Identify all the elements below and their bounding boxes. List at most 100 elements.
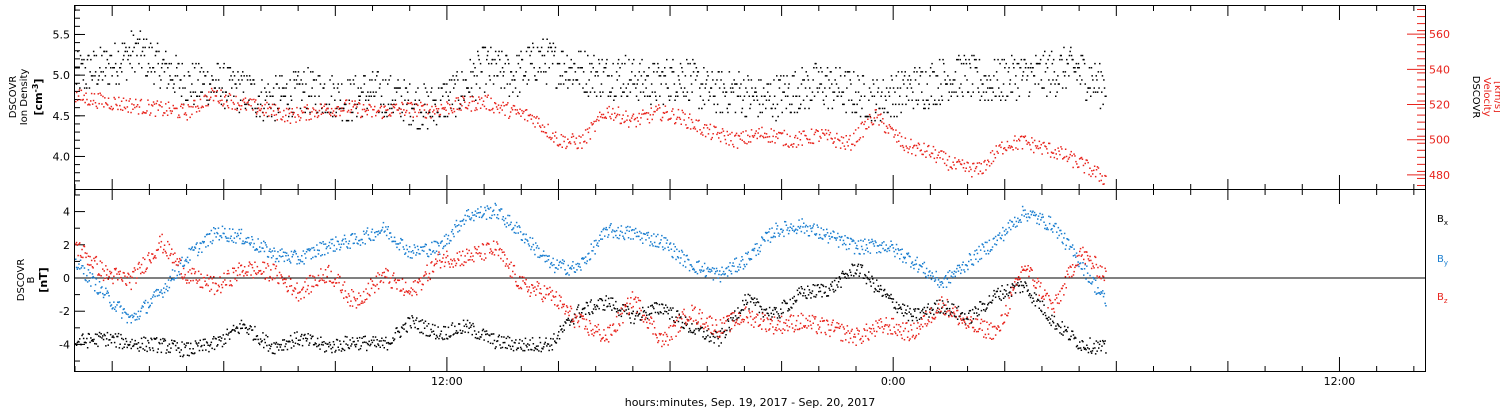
bx-series-point — [101, 337, 103, 339]
bx-series-point — [962, 319, 964, 321]
density-series-point — [729, 103, 731, 106]
bx-series-point — [608, 303, 611, 305]
bx-series-point — [297, 339, 300, 341]
density-series-point — [1042, 54, 1045, 57]
bx-series-point — [531, 337, 534, 339]
bx-series-point — [939, 312, 941, 314]
by-series-point — [461, 220, 463, 222]
by-series-point — [345, 240, 347, 243]
bx-series-point — [720, 342, 722, 344]
by-series-point — [224, 227, 226, 230]
density-series-point — [259, 103, 262, 106]
velocity-series-point — [713, 125, 715, 128]
velocity-series-point — [1021, 148, 1024, 150]
velocity-series-point — [584, 129, 587, 131]
density-series-point — [577, 67, 579, 69]
bx-series-point — [290, 347, 293, 349]
velocity-series-point — [285, 107, 288, 110]
velocity-series-point — [638, 112, 640, 115]
by-series-point — [743, 263, 745, 266]
by-series-point — [393, 236, 396, 239]
density-series-point — [941, 99, 944, 101]
bx-series-point — [354, 345, 357, 348]
velocity-series-point — [148, 103, 150, 106]
density-series-point — [424, 87, 427, 89]
bx-series-point — [97, 345, 99, 348]
density-series-point — [508, 95, 511, 97]
bx-series-point — [755, 301, 757, 304]
velocity-series-point — [1095, 169, 1098, 171]
velocity-series-point — [609, 115, 611, 118]
velocity-series-point — [295, 121, 297, 123]
density-series-point — [1029, 67, 1032, 69]
by-series-point — [227, 237, 229, 239]
by-series-point — [512, 228, 514, 230]
by-series-point — [301, 260, 304, 263]
by-series-point — [483, 213, 485, 215]
density-series-point — [380, 103, 382, 106]
by-series-point — [399, 242, 401, 244]
bx-series-point — [226, 328, 228, 331]
by-series-point — [137, 310, 140, 313]
density-series-point — [347, 119, 350, 122]
by-series-point — [648, 237, 650, 239]
bx-series-point — [623, 304, 625, 306]
bx-series-point — [573, 323, 575, 325]
bx-series-point — [202, 338, 205, 341]
bx-series-point — [820, 283, 822, 286]
velocity-series-point — [165, 110, 168, 112]
density-series-point — [980, 79, 982, 81]
velocity-series-point — [686, 127, 688, 129]
density-series-point — [747, 79, 750, 81]
bx-series-point — [906, 305, 909, 307]
bx-series-point — [1018, 284, 1021, 287]
velocity-series-point — [454, 100, 457, 102]
bx-series-point — [558, 331, 560, 333]
bx-series-point — [808, 289, 811, 291]
bx-series-point — [1037, 298, 1039, 301]
by-series-point — [88, 280, 90, 282]
velocity-series-point — [78, 89, 81, 91]
velocity-series-point — [619, 122, 622, 125]
velocity-series-point — [162, 114, 164, 117]
bx-series-point — [446, 337, 448, 340]
bx-series-point — [835, 277, 837, 279]
velocity-series-point — [653, 110, 655, 113]
by-series-point — [657, 233, 659, 236]
bx-series-point — [845, 277, 848, 279]
by-series-point — [301, 255, 303, 257]
by-series-point — [275, 258, 278, 260]
by-series-point — [582, 258, 584, 260]
density-series-point — [953, 91, 955, 93]
velocity-series-point — [417, 104, 419, 107]
bx-series-point — [255, 338, 257, 341]
density-series-point — [832, 91, 834, 93]
bx-series-point — [1029, 296, 1032, 299]
density-series-point — [656, 71, 658, 73]
velocity-series-point — [896, 141, 898, 143]
density-series-point — [867, 115, 869, 118]
bx-series-point — [917, 308, 919, 310]
bx-series-point — [619, 309, 621, 311]
bx-series-point — [335, 338, 338, 341]
by-series-point — [488, 208, 490, 210]
velocity-series-point — [796, 137, 799, 139]
density-series-point — [301, 83, 304, 85]
velocity-series-point — [337, 106, 339, 108]
by-series-point — [598, 240, 600, 242]
by-series-point — [79, 259, 82, 261]
by-series-point — [572, 261, 574, 263]
by-series-point — [246, 241, 248, 243]
bx-series-point — [359, 347, 362, 350]
velocity-series-point — [772, 135, 774, 138]
velocity-series-point — [564, 136, 566, 138]
density-series-point — [1103, 87, 1106, 89]
density-series-point — [152, 67, 155, 69]
bx-series-point — [153, 337, 155, 340]
by-series-point — [90, 277, 93, 279]
bx-series-point — [829, 289, 831, 291]
density-series-point — [831, 107, 834, 110]
bx-series-point — [622, 304, 624, 306]
velocity-series-point — [174, 107, 176, 110]
density-series-point — [251, 107, 254, 110]
